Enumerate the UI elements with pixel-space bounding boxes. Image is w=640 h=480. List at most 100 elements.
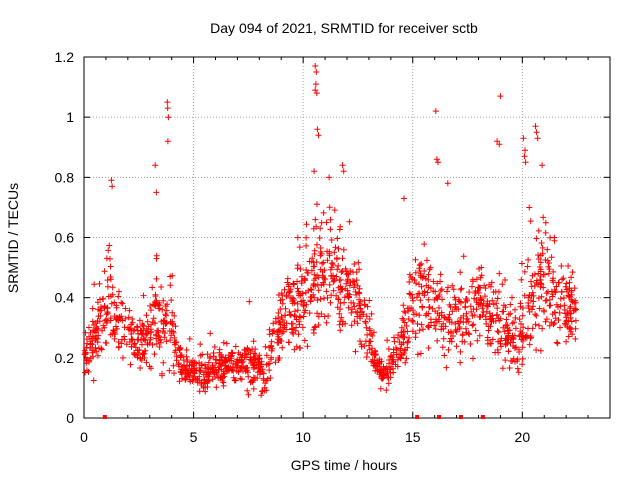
data-point — [184, 357, 191, 363]
data-point — [139, 341, 145, 348]
data-point — [210, 350, 217, 356]
data-point — [320, 259, 327, 266]
data-point — [235, 349, 242, 356]
data-point — [356, 266, 363, 273]
data-point — [489, 336, 496, 343]
data-point — [109, 183, 116, 190]
data-point — [148, 365, 154, 372]
data-point — [529, 306, 535, 313]
data-point — [330, 287, 337, 294]
data-point — [399, 351, 406, 358]
data-point — [171, 334, 178, 341]
data-point — [519, 361, 526, 368]
data-point — [311, 324, 318, 331]
data-point — [109, 284, 116, 291]
data-point — [135, 350, 142, 357]
data-point — [113, 304, 120, 311]
data-point — [160, 359, 167, 366]
data-point — [333, 292, 340, 299]
data-point — [160, 325, 167, 332]
data-point — [506, 365, 513, 371]
data-point — [401, 319, 408, 326]
data-point — [372, 367, 379, 374]
data-point — [525, 300, 532, 306]
data-point — [204, 384, 211, 390]
data-point — [440, 325, 447, 332]
data-point — [219, 360, 226, 367]
data-point — [297, 314, 304, 321]
data-point — [448, 330, 455, 336]
data-point — [163, 307, 170, 314]
data-point — [136, 317, 143, 324]
data-point — [213, 384, 220, 391]
data-point — [539, 325, 546, 332]
data-point — [492, 349, 499, 356]
data-point — [263, 352, 270, 359]
data-point — [418, 321, 425, 328]
data-point — [160, 297, 167, 304]
data-point — [294, 278, 301, 285]
data-point — [246, 298, 253, 305]
data-point — [348, 322, 355, 329]
data-point — [500, 302, 507, 309]
data-point — [201, 376, 208, 383]
data-point — [276, 326, 283, 333]
data-point — [540, 284, 547, 291]
data-point — [568, 318, 575, 325]
data-point — [152, 320, 158, 327]
data-point — [464, 297, 471, 304]
data-point — [496, 270, 503, 277]
data-point — [299, 290, 306, 297]
data-point — [476, 265, 483, 272]
data-point — [427, 264, 434, 271]
data-point — [444, 180, 451, 187]
data-point — [339, 162, 346, 169]
data-point — [434, 337, 441, 344]
data-point — [116, 288, 122, 295]
data-point — [485, 327, 492, 334]
data-point — [175, 344, 182, 351]
data-point — [101, 303, 108, 309]
data-point — [494, 295, 501, 302]
data-point — [484, 337, 491, 344]
data-point — [312, 81, 319, 88]
data-point — [245, 391, 252, 398]
data-point — [194, 375, 201, 382]
data-point — [368, 310, 375, 317]
data-point — [166, 367, 173, 374]
data-point — [101, 324, 108, 331]
data-point — [500, 308, 507, 315]
data-point — [107, 263, 114, 270]
data-point — [167, 337, 174, 344]
data-point — [118, 313, 125, 320]
data-point — [546, 260, 552, 266]
baseline-marker — [458, 415, 463, 419]
data-point — [520, 305, 526, 311]
data-point — [409, 317, 416, 324]
data-point — [390, 358, 397, 365]
data-point — [496, 141, 503, 148]
data-point — [407, 291, 414, 298]
data-point — [303, 242, 310, 249]
data-point — [126, 339, 133, 345]
data-point — [521, 268, 528, 275]
data-point — [454, 326, 461, 333]
data-point — [372, 352, 379, 359]
data-point — [428, 319, 435, 326]
data-point — [498, 343, 505, 350]
data-point — [470, 321, 477, 328]
data-point — [510, 339, 516, 346]
data-point — [346, 282, 353, 289]
data-point — [538, 281, 545, 288]
data-point — [364, 331, 371, 338]
data-point — [93, 329, 99, 336]
y-tick-label: 0.6 — [55, 230, 75, 246]
data-point — [572, 335, 579, 342]
data-point — [272, 318, 279, 325]
data-point — [501, 328, 508, 335]
data-point — [425, 323, 431, 330]
data-point — [295, 288, 302, 295]
data-point — [453, 343, 460, 350]
data-point — [518, 336, 525, 343]
